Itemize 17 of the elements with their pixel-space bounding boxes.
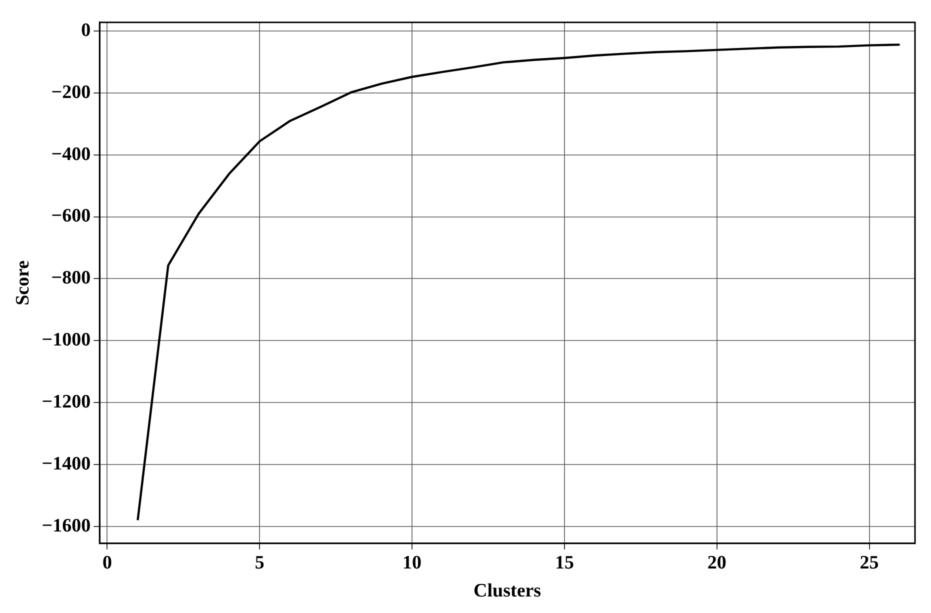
x-tick-label: 5 [254, 552, 264, 574]
y-axis-title: Score [12, 260, 34, 306]
y-tick-label: 0 [81, 20, 91, 41]
x-axis-title: Clusters [474, 580, 542, 602]
x-tick-label: 15 [554, 552, 574, 574]
x-tick-label: 0 [102, 552, 112, 574]
y-tick-label: −800 [51, 268, 91, 289]
y-tick-label: −1200 [42, 391, 91, 412]
y-tick-label: −400 [51, 144, 91, 165]
y-tick-label: −1600 [42, 515, 91, 536]
x-tick-label: 20 [707, 552, 726, 574]
y-tick-label: −1000 [42, 330, 91, 351]
x-tick-label: 25 [860, 552, 879, 574]
y-tick-label: −600 [51, 206, 91, 227]
y-tick-label: −1400 [42, 453, 91, 474]
y-tick-label: −200 [51, 82, 91, 103]
x-tick-label: 10 [402, 552, 422, 574]
